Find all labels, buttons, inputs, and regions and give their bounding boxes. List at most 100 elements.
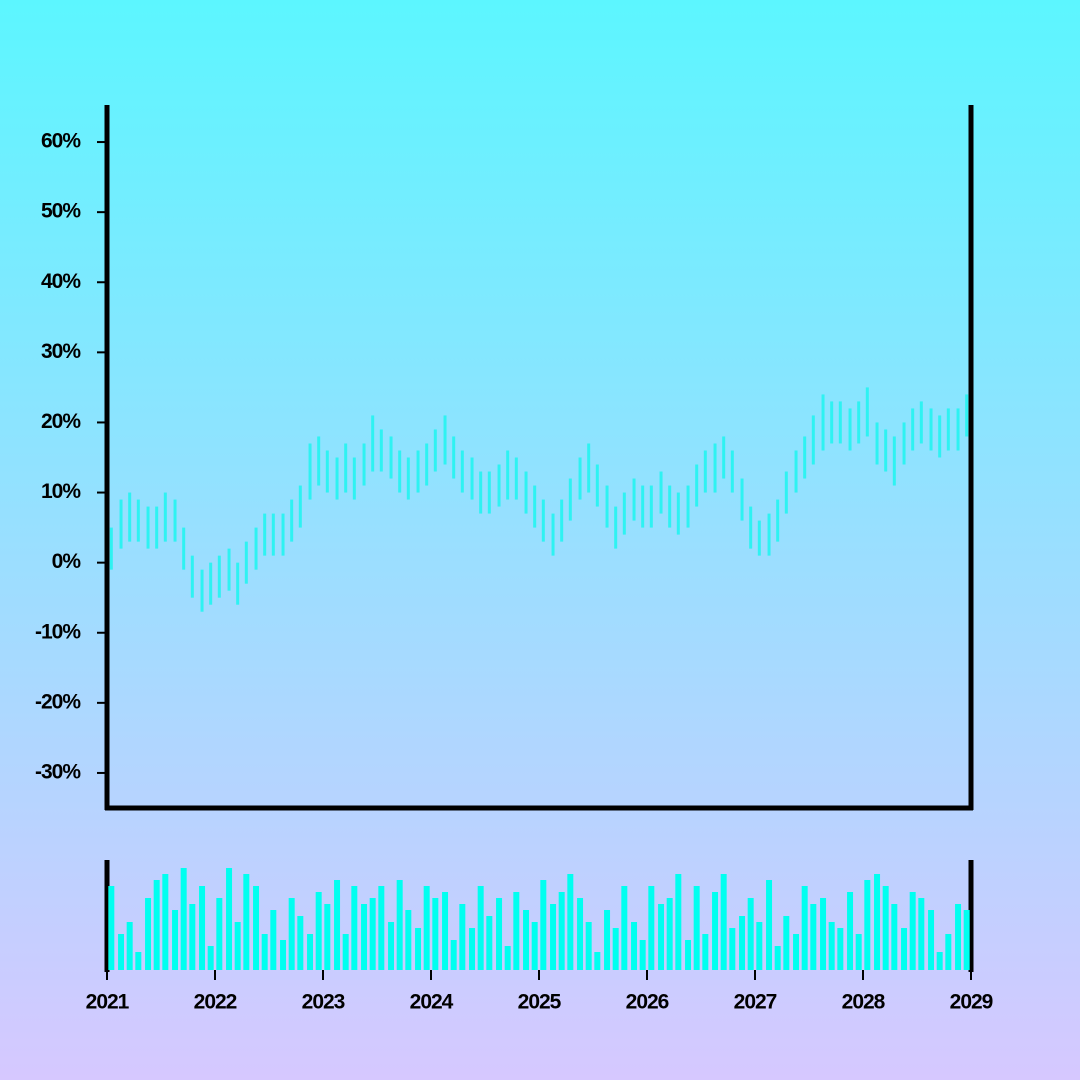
x-tick-label: 2021 [86,991,130,1014]
volume-bar [747,898,754,970]
x-tick-label: 2027 [734,991,777,1014]
volume-bar [874,874,881,970]
volume-bar [774,946,781,970]
volume-bar [855,934,862,970]
volume-bar [685,940,692,970]
volume-bar [585,922,592,970]
volume-bar [955,904,962,970]
volume-bar [153,880,160,970]
volume-bar [315,892,322,970]
x-tick-label: 2028 [842,991,886,1014]
volume-bar [540,880,547,970]
volume-bar [550,904,557,970]
volume-bar [388,922,395,970]
volume-bar [864,880,871,970]
volume-bar [658,904,665,970]
volume-bar [486,916,493,970]
volume-bar [558,892,565,970]
volume-bar [135,952,142,970]
y-tick-label: -30% [35,760,81,783]
volume-bar [531,922,538,970]
volume-bar [307,934,314,970]
volume-bar [766,880,773,970]
volume-bar [567,874,574,970]
volume-bar [477,886,484,970]
x-tick-label: 2026 [626,991,669,1014]
volume-bar [936,952,943,970]
y-tick-label: 40% [41,270,81,293]
volume-bar [882,886,889,970]
volume-bar [351,886,358,970]
volume-bar [756,922,763,970]
volume-bar [945,934,952,970]
volume-bar [523,910,530,970]
volume-bar [207,946,214,970]
volume-bar [847,892,854,970]
x-tick-label: 2022 [194,991,237,1014]
volume-bar [666,898,673,970]
volume-bar [918,898,925,970]
y-tick-label: 30% [41,340,81,363]
volume-bar [253,886,260,970]
volume-bar [901,928,908,970]
volume-bar [963,910,970,970]
volume-bar [126,922,133,970]
volume-bar [496,898,503,970]
y-tick-label: 20% [41,410,81,433]
y-tick-label: 0% [52,550,82,573]
volume-bar [720,874,727,970]
volume-bar [604,910,611,970]
volume-bar [801,886,808,970]
volume-bar [361,904,368,970]
volume-bar [594,952,601,970]
volume-bar [459,904,466,970]
volume-bar [172,910,179,970]
volume-bar [513,892,520,970]
volume-bar [270,910,277,970]
x-tick-label: 2029 [950,991,993,1014]
volume-bar [261,934,268,970]
y-tick-label: 60% [41,130,81,153]
x-tick-label: 2024 [410,991,454,1014]
volume-bar [189,904,196,970]
volume-bar [162,874,169,970]
volume-bar [405,910,412,970]
volume-bar [639,940,646,970]
volume-bar [234,922,241,970]
volume-bar [504,946,511,970]
y-tick-label: -10% [35,620,81,643]
volume-bar [693,886,700,970]
volume-bar [577,898,584,970]
volume-bar [180,868,187,970]
volume-bar [712,892,719,970]
volume-bar [280,940,287,970]
y-tick-label: 50% [41,200,81,223]
volume-bar [297,916,304,970]
volume-bar [621,886,628,970]
volume-bar [631,922,638,970]
volume-bar [145,898,152,970]
volume-bar [450,940,457,970]
volume-bar [828,922,835,970]
volume-bar [342,934,349,970]
volume-bar [396,880,403,970]
volume-bar [334,880,341,970]
volume-bar [369,898,376,970]
volume-bar [469,928,476,970]
volume-bar [810,904,817,970]
x-tick-label: 2025 [518,991,562,1014]
volume-bar [739,916,746,970]
volume-bar [729,928,736,970]
volume-bar [442,892,449,970]
volume-bar [675,874,682,970]
volume-bar [324,904,331,970]
volume-bar [837,928,844,970]
volume-bar [216,898,223,970]
volume-bar [415,928,422,970]
volume-bar [243,874,250,970]
volume-bar [108,886,115,970]
volume-bar [909,892,916,970]
volume-bar [378,886,385,970]
volume-bar [891,904,898,970]
